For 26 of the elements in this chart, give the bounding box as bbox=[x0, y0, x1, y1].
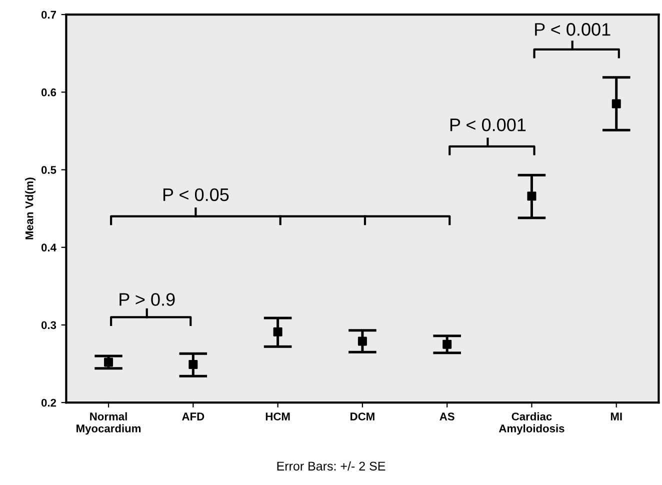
y-tick-label: 0.3 bbox=[41, 321, 56, 330]
x-tick-label: AS bbox=[440, 412, 454, 420]
x-tick-label: Normal Myocardium bbox=[76, 412, 141, 435]
y-tick-label: 0.4 bbox=[41, 244, 56, 252]
annotation: P < 0.001 bbox=[450, 118, 526, 132]
x-tick-label: HCM bbox=[266, 412, 290, 420]
point bbox=[104, 358, 114, 367]
y-tick-label: 0.7 bbox=[41, 10, 56, 19]
x-tick-label: AFD bbox=[182, 412, 204, 420]
point bbox=[442, 340, 452, 349]
y-axis-title: Mean Vd(m) bbox=[25, 178, 36, 240]
y-tick-label: 0.6 bbox=[41, 88, 56, 96]
point bbox=[273, 327, 282, 336]
point bbox=[527, 192, 536, 201]
x-tick-label: MI bbox=[610, 412, 622, 420]
point bbox=[612, 99, 621, 108]
point bbox=[188, 360, 198, 370]
text: Error Bars: +/- 2 SE bbox=[277, 461, 386, 471]
annotation: P < 0.001 bbox=[535, 23, 610, 36]
y-tick-label: 0.2 bbox=[41, 398, 56, 407]
x-tick-label: Cardiac Amyloidosis bbox=[498, 412, 564, 435]
x-tick-label: DCM bbox=[350, 412, 374, 420]
y-tick-label: 0.5 bbox=[41, 166, 56, 174]
annotation: P > 0.9 bbox=[120, 293, 175, 306]
point bbox=[358, 336, 367, 346]
annotation: P < 0.05 bbox=[163, 188, 229, 202]
